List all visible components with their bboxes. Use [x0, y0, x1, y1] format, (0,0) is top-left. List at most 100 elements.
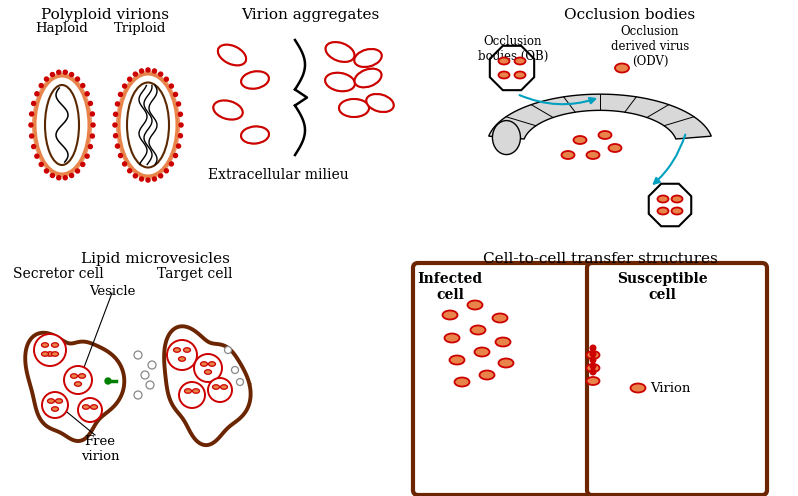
Ellipse shape: [365, 93, 395, 113]
Circle shape: [591, 369, 596, 375]
Ellipse shape: [326, 42, 354, 62]
Circle shape: [591, 351, 596, 357]
Ellipse shape: [615, 63, 629, 72]
Text: Extracellular milieu: Extracellular milieu: [207, 168, 349, 182]
Circle shape: [35, 154, 39, 158]
Ellipse shape: [241, 71, 269, 89]
Circle shape: [176, 102, 180, 106]
Text: Target cell: Target cell: [157, 267, 233, 281]
Ellipse shape: [671, 195, 682, 202]
Ellipse shape: [48, 399, 54, 403]
Circle shape: [64, 366, 92, 394]
Text: Lipid microvesicles: Lipid microvesicles: [81, 252, 230, 266]
Ellipse shape: [338, 98, 370, 118]
Ellipse shape: [52, 343, 58, 347]
Ellipse shape: [35, 76, 89, 174]
Ellipse shape: [475, 348, 489, 357]
Circle shape: [116, 144, 120, 148]
Circle shape: [236, 378, 243, 385]
Circle shape: [591, 357, 596, 363]
Circle shape: [134, 351, 142, 359]
Circle shape: [32, 144, 36, 149]
Circle shape: [90, 134, 94, 138]
Polygon shape: [26, 333, 124, 441]
Circle shape: [45, 77, 49, 81]
Ellipse shape: [179, 357, 185, 361]
Circle shape: [89, 144, 93, 149]
Circle shape: [179, 123, 183, 127]
Text: Virion: Virion: [650, 381, 690, 394]
Ellipse shape: [598, 131, 611, 139]
Ellipse shape: [449, 356, 464, 365]
Circle shape: [123, 84, 127, 88]
Ellipse shape: [339, 99, 369, 117]
Text: Occlusion
derived virus
(ODV): Occlusion derived virus (ODV): [611, 25, 689, 68]
Text: Haploid: Haploid: [36, 22, 89, 35]
Circle shape: [176, 144, 180, 148]
Ellipse shape: [41, 352, 49, 356]
Circle shape: [63, 176, 67, 180]
Ellipse shape: [70, 374, 77, 378]
Polygon shape: [488, 94, 711, 139]
Circle shape: [89, 101, 93, 106]
Circle shape: [128, 169, 132, 173]
Circle shape: [113, 123, 117, 127]
Circle shape: [32, 101, 36, 106]
Circle shape: [591, 345, 596, 351]
Ellipse shape: [212, 100, 243, 121]
Circle shape: [50, 174, 54, 178]
Ellipse shape: [587, 351, 599, 359]
Circle shape: [134, 391, 142, 399]
Circle shape: [57, 70, 61, 74]
Circle shape: [42, 392, 68, 418]
Ellipse shape: [499, 71, 509, 78]
Circle shape: [35, 92, 39, 96]
Ellipse shape: [32, 73, 92, 177]
Ellipse shape: [443, 310, 457, 319]
Ellipse shape: [45, 85, 79, 165]
Circle shape: [152, 177, 156, 181]
Text: Free
virion: Free virion: [81, 435, 119, 463]
Ellipse shape: [492, 121, 520, 155]
Ellipse shape: [200, 362, 207, 366]
Circle shape: [167, 340, 197, 370]
Circle shape: [118, 92, 123, 96]
Ellipse shape: [609, 144, 622, 152]
Ellipse shape: [515, 58, 526, 64]
Ellipse shape: [325, 73, 355, 91]
Ellipse shape: [218, 45, 246, 65]
Circle shape: [169, 162, 173, 166]
FancyBboxPatch shape: [587, 263, 767, 495]
Ellipse shape: [587, 151, 599, 159]
Circle shape: [85, 154, 89, 158]
Ellipse shape: [630, 383, 646, 392]
Text: Infected
cell: Infected cell: [417, 272, 483, 302]
Circle shape: [85, 92, 89, 96]
Circle shape: [141, 371, 149, 379]
Circle shape: [173, 92, 177, 96]
Circle shape: [591, 363, 596, 369]
Ellipse shape: [52, 407, 58, 411]
Ellipse shape: [658, 195, 669, 202]
Circle shape: [45, 169, 49, 173]
Ellipse shape: [204, 370, 211, 374]
Ellipse shape: [78, 374, 85, 378]
Ellipse shape: [220, 385, 227, 389]
Circle shape: [164, 77, 168, 81]
Circle shape: [159, 174, 163, 178]
Text: Susceptible
cell: Susceptible cell: [617, 272, 707, 302]
Ellipse shape: [41, 343, 49, 347]
Circle shape: [30, 134, 34, 138]
Ellipse shape: [468, 301, 483, 310]
Circle shape: [179, 134, 183, 138]
Circle shape: [39, 83, 43, 88]
Ellipse shape: [499, 58, 509, 64]
Circle shape: [164, 169, 168, 173]
Ellipse shape: [52, 352, 58, 356]
FancyBboxPatch shape: [413, 263, 593, 495]
Circle shape: [34, 334, 66, 366]
Ellipse shape: [354, 48, 383, 68]
Circle shape: [30, 112, 34, 116]
Ellipse shape: [562, 151, 575, 159]
Circle shape: [78, 398, 102, 422]
